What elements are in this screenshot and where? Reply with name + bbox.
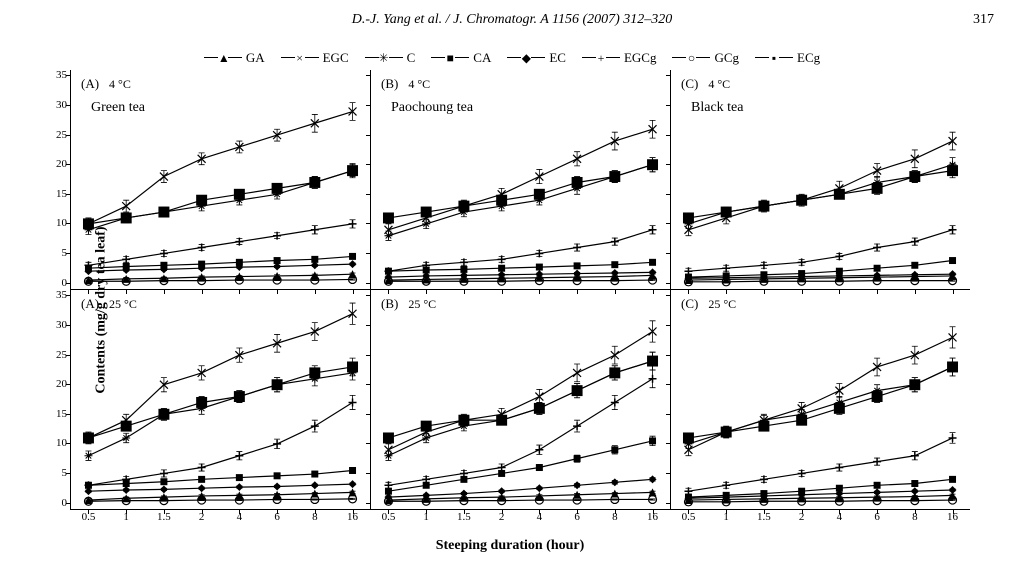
panel-temperature: 4 °C bbox=[708, 77, 730, 91]
legend-label: EGC bbox=[323, 50, 349, 66]
panel-label: (B) 4 °C bbox=[381, 76, 430, 92]
legend-item-gcg: ○GCg bbox=[672, 50, 739, 66]
panel-label: (C) 4 °C bbox=[681, 76, 730, 92]
legend-item-egcg: +EGCg bbox=[582, 50, 657, 66]
chart-panel: (B)25 °C0.511.5246816 bbox=[370, 290, 670, 510]
legend-label: GA bbox=[246, 50, 265, 66]
panel-letter: (B) bbox=[381, 76, 398, 91]
legend-item-c: ✳C bbox=[365, 50, 416, 66]
panel-temperature: 25 °C bbox=[408, 297, 436, 311]
legend-label: GCg bbox=[714, 50, 739, 66]
legend-label: EC bbox=[549, 50, 566, 66]
legend-label: CA bbox=[473, 50, 491, 66]
chart-legend: ▲GA ×EGC ✳C ■CA ◆EC +EGCg ○GCg ▪ECg bbox=[0, 46, 1024, 66]
panel-label: (C) 25 °C bbox=[681, 296, 736, 312]
panel-letter: (C) bbox=[681, 296, 698, 311]
panel-label: (A) 25 °C bbox=[81, 296, 137, 312]
panel-temperature: 25 °C bbox=[708, 297, 736, 311]
panel-letter: (A) bbox=[81, 296, 99, 311]
figure-wrap: Contents (mg/g dry tea leaf) (A)4 °CGree… bbox=[40, 70, 1000, 550]
x-ticks: 0.511.5246816 bbox=[671, 511, 970, 525]
tea-name: Green tea bbox=[91, 100, 145, 116]
panel-grid: (A)4 °CGreen tea05101520253035(B)4 °CPao… bbox=[70, 70, 970, 510]
y-ticks: 05101520253035 bbox=[43, 70, 69, 289]
panel-temperature: 25 °C bbox=[109, 297, 137, 311]
legend-label: EGCg bbox=[624, 50, 657, 66]
panel-label: (B) 25 °C bbox=[381, 296, 436, 312]
x-ticks: 0.511.5246816 bbox=[371, 511, 670, 525]
legend-item-ec: ◆EC bbox=[507, 50, 566, 66]
panel-temperature: 4 °C bbox=[109, 77, 131, 91]
chart-panel: (C)25 °C0.511.5246816 bbox=[670, 290, 970, 510]
legend-item-ca: ■CA bbox=[431, 50, 491, 66]
chart-panel: (A)4 °CGreen tea05101520253035 bbox=[70, 70, 370, 290]
legend-item-egc: ×EGC bbox=[281, 50, 349, 66]
legend-label: C bbox=[407, 50, 416, 66]
header-page-number: 317 bbox=[973, 12, 994, 28]
tea-name: Paochoung tea bbox=[391, 100, 473, 116]
x-ticks: 0.511.5246816 bbox=[71, 511, 370, 525]
y-ticks: 05101520253035 bbox=[43, 290, 69, 509]
tea-name: Black tea bbox=[691, 100, 743, 116]
x-axis-label: Steeping duration (hour) bbox=[40, 538, 980, 554]
chart-panel: (A)25 °C051015202530350.511.5246816 bbox=[70, 290, 370, 510]
panel-temperature: 4 °C bbox=[408, 77, 430, 91]
panel-letter: (A) bbox=[81, 76, 99, 91]
page-header: D.-J. Yang et al. / J. Chromatogr. A 115… bbox=[0, 0, 1024, 40]
panel-letter: (B) bbox=[381, 296, 398, 311]
legend-item-ecg: ▪ECg bbox=[755, 50, 820, 66]
chart-panel: (B) 4 °C Paochoung tea bbox=[370, 70, 670, 290]
legend-label: ECg bbox=[797, 50, 820, 66]
panel-label: (A) 4 °C bbox=[81, 76, 131, 92]
chart-panel: (C) 4 °C Black tea bbox=[670, 70, 970, 290]
header-citation: D.-J. Yang et al. / J. Chromatogr. A 115… bbox=[0, 12, 1024, 28]
panel-letter: (C) bbox=[681, 76, 698, 91]
legend-item-ga: ▲GA bbox=[204, 50, 265, 66]
